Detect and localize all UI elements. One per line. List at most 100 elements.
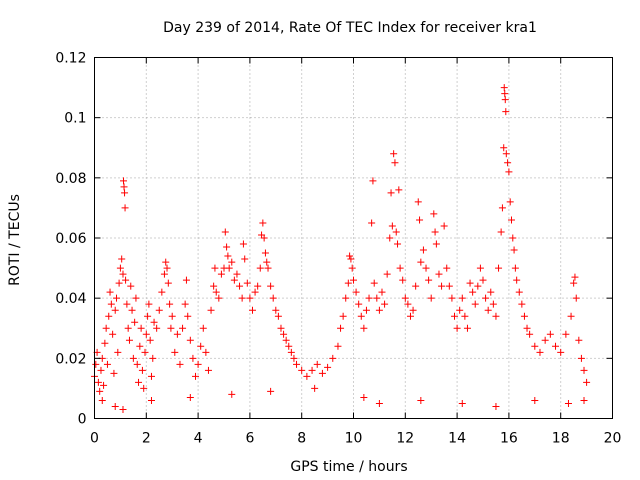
data-point [577,354,585,362]
data-point [352,288,360,296]
data-point [381,300,389,308]
data-point [92,360,100,368]
data-point [293,360,301,368]
data-point [115,279,123,287]
data-point [102,324,110,332]
data-point [260,234,268,242]
data-point [282,336,290,344]
data-point [204,366,212,374]
y-tick-label: 0.02 [55,351,86,367]
data-point [272,306,280,314]
data-point [100,381,108,389]
data-point [391,159,399,167]
data-point [243,279,251,287]
data-point [509,234,517,242]
data-point [406,312,414,320]
data-point [370,279,378,287]
data-point [570,279,578,287]
data-points-layer [91,84,591,413]
data-point [211,264,219,272]
data-point [458,399,466,407]
data-point [155,306,163,314]
data-point [256,264,264,272]
y-tick-label: 0.04 [55,291,86,307]
data-point [131,318,139,326]
data-point [124,324,132,332]
data-point [383,270,391,278]
data-point [228,390,236,398]
data-point [246,294,254,302]
data-point [94,378,102,386]
data-point [497,228,505,236]
data-point [285,342,293,350]
data-point [160,270,168,278]
data-point [123,300,131,308]
data-point [357,312,365,320]
data-point [158,288,166,296]
data-point [142,330,150,338]
data-point [150,318,158,326]
data-point [144,312,152,320]
data-point [378,288,386,296]
data-point [523,324,531,332]
data-point [228,258,236,266]
data-point [267,282,275,290]
data-point [552,342,560,350]
data-point [128,306,136,314]
data-point [261,249,269,257]
data-point [443,264,451,272]
data-point [515,288,523,296]
data-point [580,366,588,374]
data-point [386,234,394,242]
data-point [580,396,588,404]
data-point [146,336,154,344]
data-point [210,282,218,290]
data-point [197,342,205,350]
data-point [562,330,570,338]
data-point [536,348,544,356]
data-point [388,222,396,230]
data-point [395,186,403,194]
data-point [440,222,448,230]
x-tick-label: 16 [500,431,518,447]
data-point [105,312,113,320]
data-point [251,288,259,296]
data-point [412,282,420,290]
data-point [501,96,509,104]
data-point [368,219,376,227]
data-point [375,306,383,314]
data-point [230,276,238,284]
ticks-layer: 0 2 4 6 8 10 12 14 16 18 20 0 0.02 0.04 0.06 0.08 0.1 0.1… [55,51,621,447]
data-point [520,312,528,320]
data-point [344,279,352,287]
data-point [350,276,357,284]
data-point [518,300,526,308]
x-tick-label: 20 [604,431,622,447]
data-point [482,294,490,302]
data-point [416,216,424,224]
data-point [136,342,144,350]
data-point [277,324,285,332]
data-point [572,294,580,302]
data-point [127,282,135,290]
data-point [409,306,417,314]
data-point [264,264,272,272]
data-point [173,330,181,338]
data-point [168,312,176,320]
data-point [474,282,482,290]
data-point [417,258,425,266]
data-point [507,216,515,224]
data-point [487,288,495,296]
data-point [308,366,316,374]
data-point [207,306,215,314]
data-point [122,276,130,284]
y-tick-label: 0.1 [64,111,86,127]
data-point [145,300,153,308]
data-point [417,396,425,404]
data-point [137,324,145,332]
data-point [224,252,232,260]
data-point [531,396,539,404]
x-tick-label: 10 [345,431,363,447]
data-point [147,372,155,380]
